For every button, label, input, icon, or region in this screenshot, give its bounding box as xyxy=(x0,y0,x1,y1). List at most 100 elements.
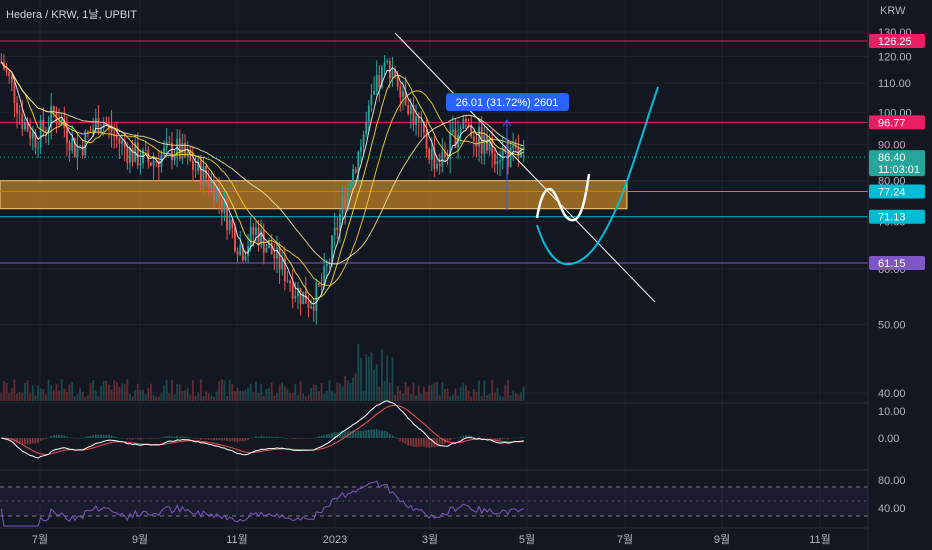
candle-body xyxy=(79,145,81,147)
macd-histogram-bar xyxy=(163,436,165,438)
measure-tool[interactable]: 26.01 (31.72%) 2601 xyxy=(446,93,569,210)
macd-histogram-bar xyxy=(58,435,60,438)
candle-body xyxy=(444,151,446,158)
volume-bar xyxy=(428,385,431,401)
macd-histogram-bar xyxy=(499,438,501,441)
volume-bar xyxy=(68,384,71,401)
volume-bar xyxy=(226,395,228,401)
volume-bar xyxy=(121,382,123,401)
volume-bar xyxy=(247,387,249,401)
candle-body xyxy=(312,306,315,311)
macd-histogram-bar xyxy=(488,438,491,439)
candle-body xyxy=(110,124,113,134)
volume-bar xyxy=(304,396,307,401)
projection-white-path[interactable] xyxy=(535,173,591,222)
level-tag xyxy=(869,33,925,48)
volume-bar xyxy=(449,396,452,401)
volume-bar xyxy=(234,391,236,401)
level-tag-sublabel: 11:03:01 xyxy=(878,164,920,176)
volume-bar xyxy=(231,384,234,401)
macd-histogram-bar xyxy=(255,436,257,438)
volume-bar xyxy=(388,382,391,401)
candle-body xyxy=(370,94,373,106)
macd-histogram-bar xyxy=(160,437,163,439)
macd-histogram-bar xyxy=(509,438,512,439)
macd-histogram-bar xyxy=(454,438,457,439)
macd-histogram-bar xyxy=(328,434,331,438)
macd-tick-label: 10.00 xyxy=(878,406,906,418)
volume-bar xyxy=(10,388,13,401)
macd-histogram-bar xyxy=(346,431,349,438)
volume-bar xyxy=(205,391,207,401)
macd-histogram-bar xyxy=(26,438,29,445)
macd-histogram-bar xyxy=(512,437,515,439)
candle-body xyxy=(71,137,74,151)
candle-body xyxy=(333,227,336,236)
candle-body xyxy=(50,105,53,128)
candle-body xyxy=(423,121,425,133)
candle-body xyxy=(436,164,438,169)
macd-histogram-bar xyxy=(129,438,131,440)
volume-bar xyxy=(328,380,331,401)
volume-bar xyxy=(79,388,81,401)
macd-histogram-bar xyxy=(404,438,407,445)
macd-histogram-bar xyxy=(157,438,160,439)
volume-bar xyxy=(454,388,457,401)
macd-histogram-bar xyxy=(236,438,239,442)
candle-body xyxy=(352,169,354,185)
volume-bar xyxy=(320,383,323,401)
macd-histogram-bar xyxy=(79,437,81,439)
volume-bar xyxy=(407,386,410,401)
volume-bar xyxy=(113,380,116,401)
volume-bar xyxy=(391,357,394,401)
candle-body xyxy=(299,287,302,304)
candle-body xyxy=(76,145,79,157)
candle-body xyxy=(283,258,286,282)
macd-histogram-bar xyxy=(268,436,270,438)
candle-body xyxy=(255,227,257,235)
candle-body xyxy=(375,75,378,92)
x-tick-label: 11월 xyxy=(809,533,831,546)
candle-body xyxy=(501,147,504,161)
x-tick-label: 9월 xyxy=(714,533,730,546)
candle-body xyxy=(325,263,328,267)
volume-bar xyxy=(365,354,368,401)
measure-arrow-head xyxy=(502,119,512,127)
volume-bar xyxy=(168,393,171,401)
macd-histogram-bar xyxy=(375,429,378,438)
level-tag xyxy=(869,184,925,199)
moving-average-line xyxy=(0,61,524,300)
volume-bar xyxy=(336,382,339,401)
volume-bar xyxy=(202,396,205,401)
macd-histogram-bar xyxy=(289,438,291,439)
macd-histogram-bar xyxy=(171,436,173,438)
candle-body xyxy=(402,91,404,97)
descending-trendline[interactable] xyxy=(394,32,656,303)
macd-histogram-bar xyxy=(286,438,289,439)
macd-histogram-bar xyxy=(234,438,236,442)
volume-bar xyxy=(16,393,18,401)
candle-body xyxy=(381,66,383,88)
macd-histogram-bar xyxy=(294,438,297,439)
candle-body xyxy=(438,164,441,167)
macd-histogram-bar xyxy=(318,436,320,438)
time-axis-ticks: 7월 9월 11월 2023 3월 5월 7월 9월 11월 xyxy=(32,533,831,546)
x-tick-label: 2023 xyxy=(323,534,347,546)
volume-bar xyxy=(244,389,247,401)
volume-bar xyxy=(60,379,63,401)
macd-histogram-bar xyxy=(194,438,197,439)
volume-bar xyxy=(262,395,265,401)
macd-histogram-bar xyxy=(249,438,252,439)
candle-body xyxy=(507,150,509,167)
macd-histogram-bar xyxy=(126,438,129,440)
candle-body xyxy=(94,118,97,129)
y-tick-label: 90.00 xyxy=(878,140,906,152)
volume-bar xyxy=(344,376,347,401)
candle-body xyxy=(13,82,16,103)
projection-cyan-path[interactable] xyxy=(536,86,659,266)
candle-body xyxy=(131,147,134,162)
volume-bars xyxy=(0,343,525,401)
macd-histogram-bar xyxy=(68,437,71,439)
